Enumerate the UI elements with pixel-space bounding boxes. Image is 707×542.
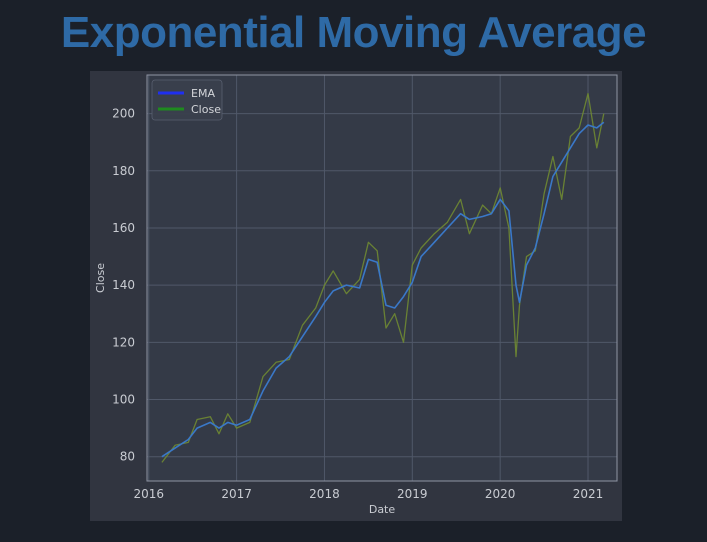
legend: EMA Close xyxy=(151,79,223,121)
plot-frame xyxy=(146,74,618,482)
y-tick-label: 100 xyxy=(112,393,135,407)
grid-lines xyxy=(147,75,617,481)
y-axis-label: Close xyxy=(94,263,107,293)
x-tick-label: 2018 xyxy=(309,487,340,501)
x-axis-ticks: 2016 2017 2018 2019 2020 2021 xyxy=(133,487,603,501)
x-tick-label: 2019 xyxy=(397,487,428,501)
y-tick-label: 80 xyxy=(120,450,135,464)
y-tick-label: 180 xyxy=(112,164,135,178)
x-axis-label: Date xyxy=(369,503,396,516)
y-tick-label: 120 xyxy=(112,335,135,349)
ema-line-chart: 2016 2017 2018 2019 2020 2021 80 100 120 140 160 1… xyxy=(94,74,618,516)
legend-label-close: Close xyxy=(191,103,221,116)
x-tick-label: 2020 xyxy=(485,487,516,501)
y-tick-label: 200 xyxy=(112,107,135,121)
x-tick-label: 2021 xyxy=(573,487,604,501)
page-title: Exponential Moving Average xyxy=(60,8,647,57)
chart-figure: 2016 2017 2018 2019 2020 2021 80 100 120 140 160 1… xyxy=(90,71,622,521)
legend-label-ema: EMA xyxy=(191,87,215,100)
x-tick-label: 2016 xyxy=(133,487,164,501)
y-tick-label: 160 xyxy=(112,221,135,235)
x-tick-label: 2017 xyxy=(221,487,252,501)
close-series-line xyxy=(161,92,605,463)
ema-series-line xyxy=(161,121,605,458)
plot-area xyxy=(147,75,617,481)
y-tick-label: 140 xyxy=(112,278,135,292)
series-layer xyxy=(161,92,605,463)
y-axis-ticks: 80 100 120 140 160 180 200 xyxy=(112,107,135,464)
